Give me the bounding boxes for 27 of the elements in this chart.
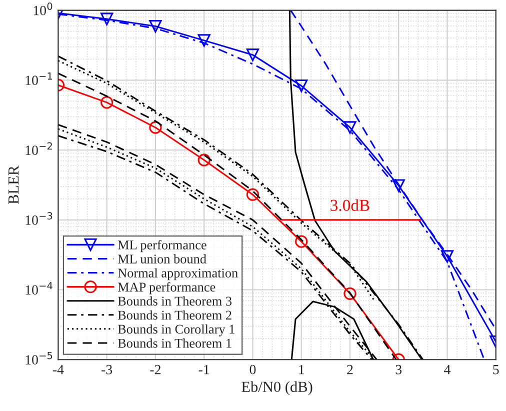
y-tick-label: 10$^{−3}$: [26, 212, 52, 225]
y-tick-label: 10$^{−2}$: [26, 142, 52, 155]
x-tick-label: 4: [444, 364, 451, 374]
legend-label: Normal approximation: [118, 268, 238, 280]
legend-label: Bounds in Corollary 1: [118, 324, 234, 336]
y-axis-title: BLER: [8, 165, 19, 204]
x-tick-label: 0: [250, 364, 256, 374]
legend-label: ML performance: [118, 240, 206, 252]
legend-label: MAP performance: [118, 282, 216, 294]
x-axis-title: Eb/N0 (dB): [242, 381, 312, 396]
x-tick-label: 3: [396, 364, 402, 374]
legend-label: Bounds in Theorem 2: [118, 310, 232, 320]
y-tick-label: 10$^{−5}$: [26, 352, 52, 365]
annotation: 3.0dB: [330, 199, 370, 212]
x-tick-label: -1: [198, 364, 210, 374]
x-tick-label: 1: [299, 364, 304, 374]
x-tick-label: 2: [347, 364, 353, 374]
y-tick-label: 10$^{−1}$: [26, 72, 52, 86]
legend-label: Bounds in Theorem 1: [118, 338, 232, 348]
y-tick-label: 10$^{−4}$: [26, 282, 52, 295]
legend-label: ML union bound: [118, 254, 206, 264]
x-tick-label: -4: [52, 364, 64, 374]
legend-label: Bounds in Theorem 3: [118, 296, 232, 306]
x-tick-label: 5: [493, 365, 499, 374]
x-tick-label: -3: [102, 364, 112, 374]
y-tick-label: 10$^{0}$: [34, 2, 52, 16]
x-tick-label: -2: [150, 364, 160, 374]
